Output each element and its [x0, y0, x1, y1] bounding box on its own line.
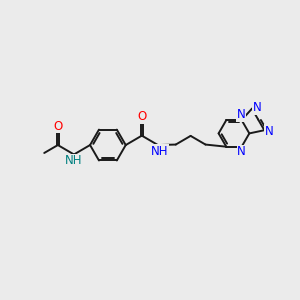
Text: N: N [237, 145, 246, 158]
Text: O: O [137, 110, 146, 123]
Text: NH: NH [65, 154, 82, 167]
Text: N: N [253, 101, 261, 114]
Text: O: O [53, 120, 62, 133]
Text: N: N [237, 108, 245, 121]
Text: N: N [265, 125, 274, 138]
Text: NH: NH [150, 145, 168, 158]
